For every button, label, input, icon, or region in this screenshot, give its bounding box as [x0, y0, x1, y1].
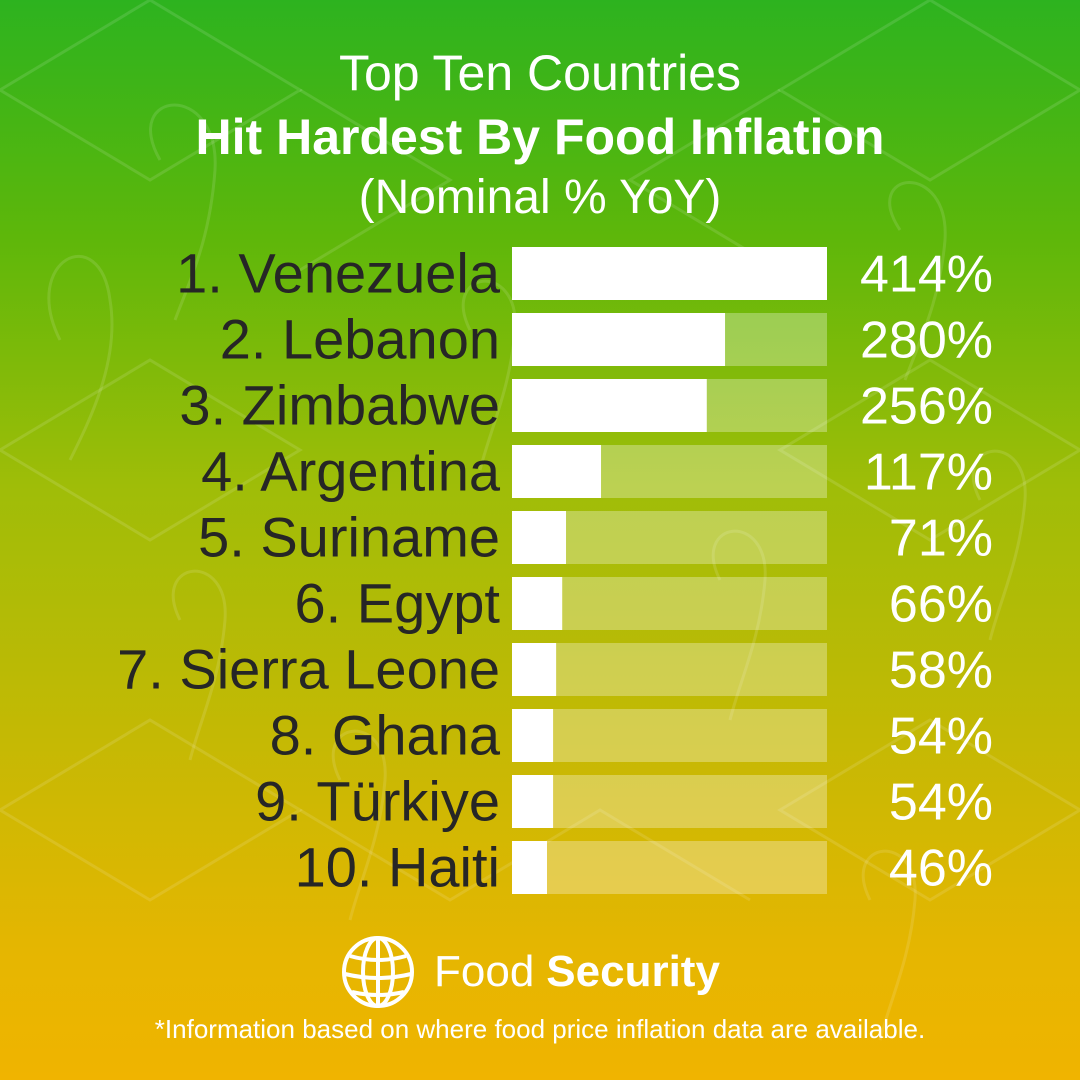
bar — [512, 247, 827, 300]
title-line-3: (Nominal % YoY) — [358, 171, 722, 224]
bar — [512, 775, 554, 828]
value-label: 414% — [860, 246, 993, 304]
category-label: 7. Sierra Leone — [117, 638, 500, 701]
value-label: 58% — [889, 642, 993, 700]
footnote: *Information based on where food price i… — [154, 1014, 926, 1044]
category-label: 1. Venezuela — [176, 242, 501, 305]
bar-track — [512, 709, 827, 762]
bar-track — [512, 841, 827, 894]
brand-lockup: Food Security — [340, 932, 720, 1012]
value-label: 46% — [889, 840, 993, 898]
category-label: 5. Suriname — [198, 506, 500, 569]
value-label: 54% — [889, 774, 993, 832]
category-label: 2. Lebanon — [220, 308, 500, 371]
globe-icon — [342, 936, 414, 1008]
category-label: 4. Argentina — [201, 440, 501, 503]
title-line-1: Top Ten Countries — [338, 45, 742, 101]
bar — [512, 379, 707, 432]
category-label: 3. Zimbabwe — [179, 374, 500, 437]
brand-name-bold: Security — [546, 947, 720, 996]
title-line-2: Hit Hardest By Food Inflation — [195, 109, 885, 165]
category-label: 8. Ghana — [270, 704, 501, 767]
bar — [512, 313, 726, 366]
bar — [512, 577, 563, 630]
bar-track — [512, 643, 827, 696]
bar-track — [512, 775, 827, 828]
category-label: 6. Egypt — [295, 572, 501, 635]
category-label: 9. Türkiye — [255, 770, 500, 833]
brand-name: Food Security — [434, 947, 720, 997]
value-label: 117% — [864, 444, 993, 502]
bar — [512, 709, 554, 762]
bar — [512, 643, 557, 696]
value-label: 54% — [889, 708, 993, 766]
bar — [512, 511, 567, 564]
value-label: 71% — [889, 510, 993, 568]
bar — [512, 841, 547, 894]
brand-name-light: Food — [434, 947, 535, 996]
value-label: 280% — [860, 312, 993, 370]
value-label: 66% — [889, 576, 993, 634]
bar — [512, 445, 602, 498]
value-label: 256% — [860, 378, 993, 436]
bar-track — [512, 577, 827, 630]
category-label: 10. Haiti — [295, 836, 500, 899]
